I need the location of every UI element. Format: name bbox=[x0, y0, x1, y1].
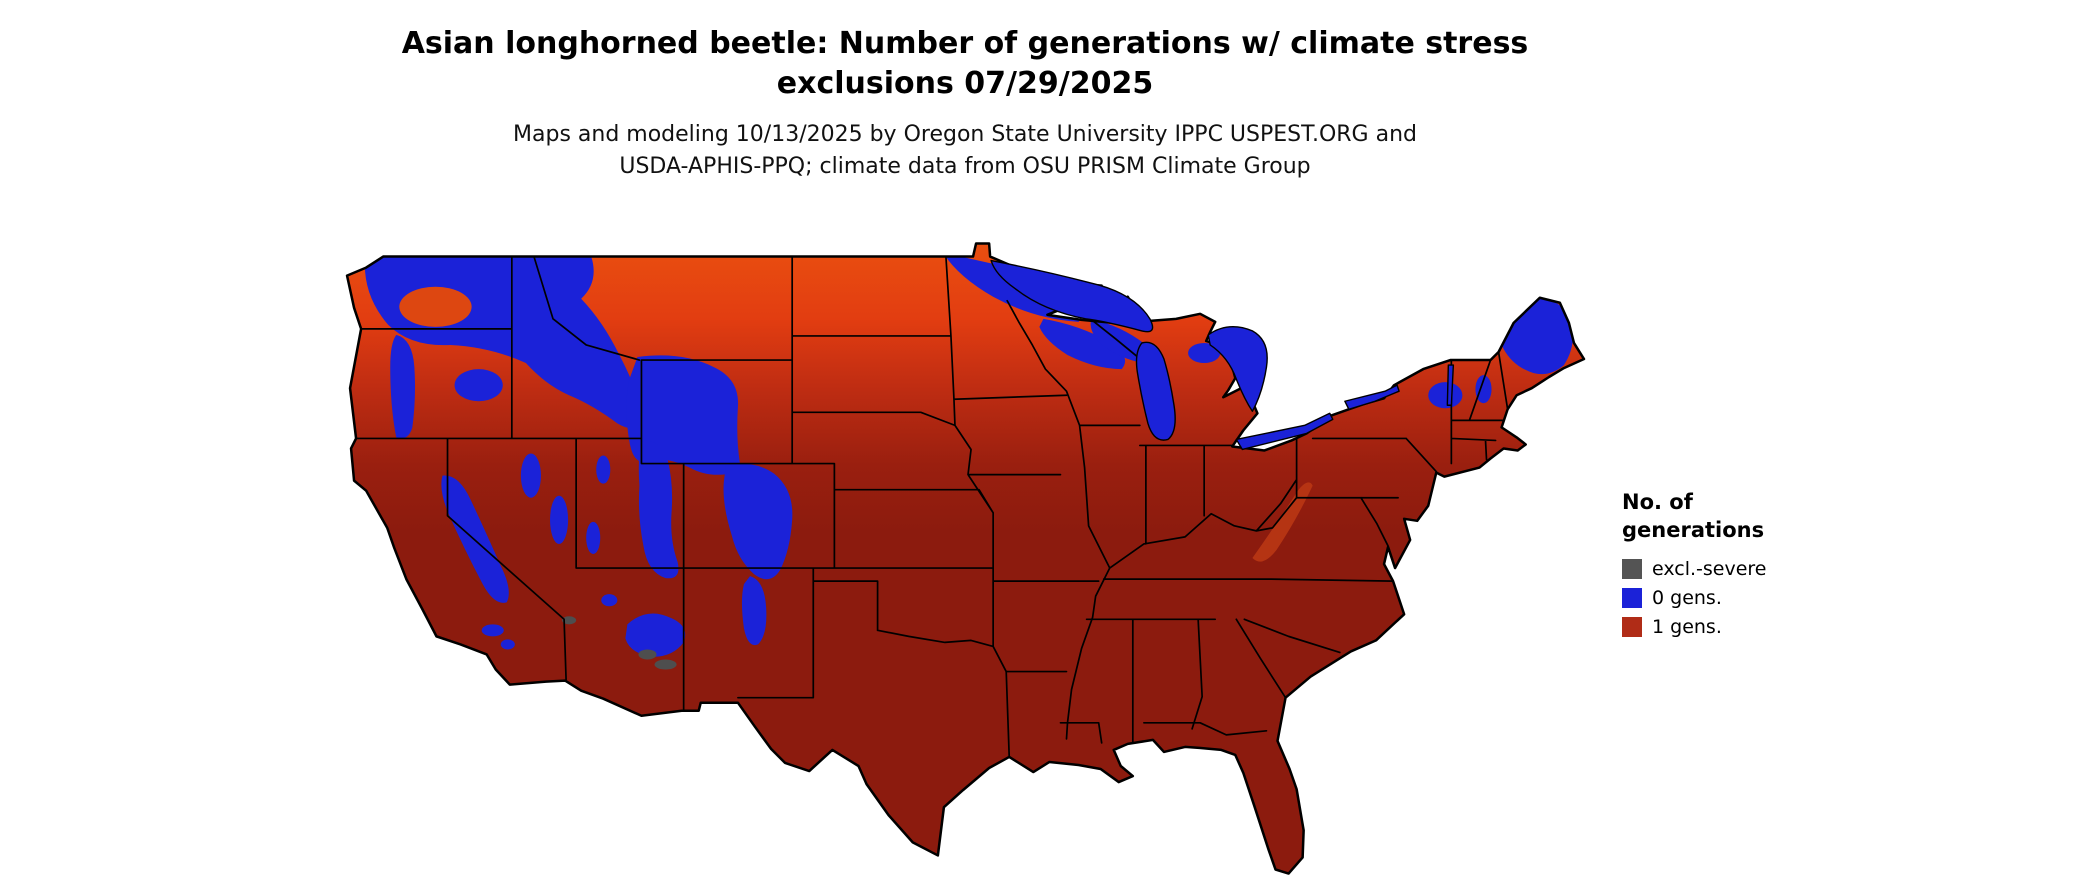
map-subtitle-line-2: USDA-APHIS-PPQ; climate data from OSU PR… bbox=[619, 154, 1311, 180]
excl-severe-mojave bbox=[562, 616, 577, 625]
map-legend: No. of generations excl.-severe 0 gens. … bbox=[1622, 488, 1862, 645]
us-map-svg bbox=[345, 242, 1586, 875]
legend-title-line-1: No. of bbox=[1622, 490, 1693, 514]
zero-gens-colorado-rockies bbox=[723, 463, 793, 580]
state-borders-path bbox=[347, 255, 1509, 758]
zero-gens-new-mexico-mountains bbox=[741, 576, 767, 646]
lake-ontario bbox=[1344, 384, 1400, 410]
excl-severe-regions bbox=[562, 616, 677, 670]
legend-item-0-gens: 0 gens. bbox=[1622, 587, 1862, 609]
excl-severe-arizona-1 bbox=[638, 649, 657, 660]
zero-gens-michigan-lp-tip bbox=[1188, 342, 1221, 364]
zero-gens-nevada-range-2 bbox=[550, 495, 569, 544]
zero-gens-blue-mountains bbox=[454, 369, 503, 402]
lake-erie bbox=[1235, 412, 1334, 451]
legend-item-1-gens: 1 gens. bbox=[1622, 616, 1862, 638]
great-lakes bbox=[990, 259, 1455, 451]
legend-swatch-0-gens bbox=[1622, 587, 1642, 608]
zero-gens-nevada-range-3 bbox=[586, 521, 601, 554]
zero-gens-socal-mountains-2 bbox=[500, 639, 515, 650]
legend-title-line-2: generations bbox=[1622, 518, 1765, 543]
map-subtitle: Maps and modeling 10/13/2025 by Oregon S… bbox=[0, 119, 1930, 183]
map-title-line-2: exclusions 07/29/2025 bbox=[776, 65, 1154, 101]
zero-gens-nevada-range-4 bbox=[596, 455, 611, 484]
map-subtitle-line-1: Maps and modeling 10/13/2025 by Oregon S… bbox=[513, 122, 1417, 148]
zero-gens-utah-wasatch bbox=[638, 440, 679, 579]
legend-label-0-gens: 0 gens. bbox=[1652, 586, 1722, 609]
zero-gens-adirondacks bbox=[1428, 382, 1463, 409]
legend-title: No. of generations bbox=[1622, 488, 1862, 545]
us-generations-map bbox=[340, 226, 1586, 890]
zero-gens-nevada-range-1 bbox=[520, 453, 541, 498]
legend-swatch-excl-severe bbox=[1622, 558, 1642, 579]
orange-columbia-basin bbox=[399, 286, 472, 327]
lake-champlain bbox=[1446, 364, 1455, 406]
lake-superior bbox=[990, 259, 1154, 333]
excl-severe-arizona-2 bbox=[654, 659, 677, 670]
legend-item-excl-severe: excl.-severe bbox=[1622, 558, 1862, 580]
zero-gens-oregon-cascades bbox=[390, 334, 416, 439]
zero-gens-wisconsin-north bbox=[1039, 318, 1126, 370]
legend-items: excl.-severe 0 gens. 1 gens. bbox=[1622, 558, 1862, 638]
legend-label-excl-severe: excl.-severe bbox=[1652, 557, 1767, 580]
legend-swatch-1-gens bbox=[1622, 616, 1642, 637]
zero-gens-white-mountains bbox=[1475, 375, 1492, 404]
zero-gens-socal-mountains-1 bbox=[481, 624, 504, 637]
zero-gens-arizona-rim bbox=[625, 613, 686, 657]
map-title: Asian longhorned beetle: Number of gener… bbox=[0, 24, 1930, 103]
map-title-line-1: Asian longhorned beetle: Number of gener… bbox=[401, 26, 1529, 61]
title-block: Asian longhorned beetle: Number of gener… bbox=[0, 24, 1930, 183]
zero-gens-arizona-plateau bbox=[601, 594, 618, 607]
lake-huron bbox=[1207, 326, 1268, 412]
legend-label-1-gens: 1 gens. bbox=[1652, 615, 1722, 638]
lake-michigan bbox=[1135, 341, 1176, 441]
us-outline bbox=[345, 242, 1586, 875]
orange-appalachian-ridges bbox=[1252, 482, 1313, 562]
